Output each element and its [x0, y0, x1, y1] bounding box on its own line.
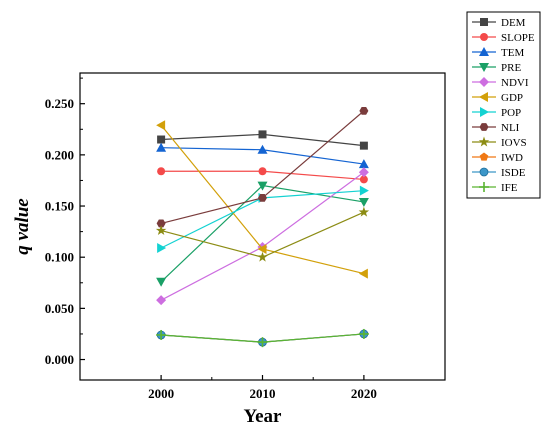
y-tick-label: 0.250	[45, 96, 74, 111]
legend-label: POP	[501, 107, 521, 119]
series-tem	[156, 142, 369, 169]
series-line-nli	[160, 110, 365, 225]
legend-label: NLI	[501, 122, 520, 134]
legend-item-iwd: IWD	[472, 152, 523, 164]
series-dem	[157, 130, 368, 150]
legend-item-slope: SLOPE	[472, 32, 535, 44]
legend-label: SLOPE	[501, 32, 535, 44]
legend-item-isde: ISDE	[472, 167, 526, 179]
point-tem	[156, 142, 167, 152]
legend-marker-iwd	[479, 152, 489, 161]
axes: 0.000 0.050 0.100 0.150 0.200 0.250 2000 2010 20…	[12, 72, 446, 427]
legend-marker-slope	[480, 33, 488, 41]
series-layer	[155, 106, 370, 348]
legend-item-gdp: GDP	[472, 92, 523, 104]
series-line-ndvi	[160, 171, 365, 301]
point-ndvi	[156, 295, 167, 306]
point-gdp	[358, 268, 368, 279]
point-ndvi	[358, 167, 369, 178]
y-tick-label: 0.100	[45, 250, 74, 265]
legend-label: TEM	[501, 47, 524, 59]
series-slope	[157, 167, 368, 184]
legend-marker-isde	[479, 167, 489, 177]
x-tick-label: 2010	[250, 386, 276, 401]
point-iovs	[257, 251, 268, 262]
point-dem	[359, 141, 368, 150]
point-slope	[359, 175, 368, 184]
legend-item-dem: DEM	[472, 17, 526, 29]
point-gdp	[257, 244, 267, 255]
point-ife	[257, 337, 268, 348]
legend-item-pop: POP	[472, 107, 521, 119]
point-nli	[359, 106, 369, 115]
legend-marker-iovs	[478, 136, 490, 147]
legend-label: IOVS	[501, 137, 527, 149]
series-iovs	[155, 206, 370, 262]
legend-marker-ndvi	[479, 77, 489, 87]
legend-label: IFE	[501, 182, 518, 194]
point-ife	[156, 329, 167, 340]
legend-label: ISDE	[501, 167, 526, 179]
point-tem	[257, 144, 268, 154]
point-iovs	[358, 206, 370, 217]
point-pre	[257, 181, 268, 191]
point-pre	[358, 197, 369, 207]
point-pre	[156, 277, 167, 287]
point-nli	[258, 193, 267, 202]
point-dem	[258, 130, 267, 139]
plot-frame	[79, 72, 446, 381]
legend-item-ndvi: NDVI	[472, 77, 529, 89]
legend-marker-ife	[479, 182, 489, 192]
legend-label: PRE	[501, 62, 521, 74]
point-slope	[157, 167, 166, 176]
point-dem	[157, 135, 166, 144]
legend-marker-gdp	[479, 92, 488, 102]
y-tick-label: 0.200	[45, 147, 74, 162]
legend-label: IWD	[501, 152, 523, 164]
legend-box	[466, 11, 541, 199]
series-ife	[156, 328, 369, 348]
legend-label: NDVI	[501, 77, 529, 89]
legend-item-pre: PRE	[472, 62, 521, 74]
x-axis-title: Year	[244, 406, 283, 427]
x-tick-label: 2000	[148, 386, 174, 401]
x-tick-label: 2020	[351, 386, 377, 401]
legend-item-iovs: IOVS	[472, 136, 527, 149]
y-tick-label: 0.050	[45, 301, 74, 316]
point-iovs	[155, 225, 167, 236]
legend-item-ife: IFE	[472, 182, 518, 194]
point-pop	[359, 185, 369, 196]
point-tem	[358, 159, 369, 169]
series-gdp	[156, 120, 368, 279]
legend-marker-dem	[480, 18, 488, 26]
point-ife	[358, 328, 369, 339]
series-nli	[156, 106, 369, 228]
point-pop	[157, 242, 167, 253]
y-tick-label: 0.150	[45, 199, 74, 214]
legend-item-tem: TEM	[472, 47, 524, 59]
legend-marker-pop	[480, 107, 489, 117]
y-axis-title: q value	[12, 198, 33, 255]
legend: DEM SLOPE TEM PRE NDVI GDP POP NLI IOVS IWD ISDE IF…	[466, 11, 541, 199]
legend-item-nli: NLI	[472, 122, 520, 134]
legend-marker-pre	[479, 63, 489, 72]
point-gdp	[156, 120, 166, 131]
y-tick-label: 0.000	[45, 352, 74, 367]
legend-label: GDP	[501, 92, 523, 104]
legend-marker-tem	[479, 47, 489, 56]
point-slope	[258, 167, 267, 176]
legend-marker-nli	[479, 123, 489, 131]
legend-label: DEM	[501, 17, 526, 29]
point-nli	[156, 219, 166, 228]
